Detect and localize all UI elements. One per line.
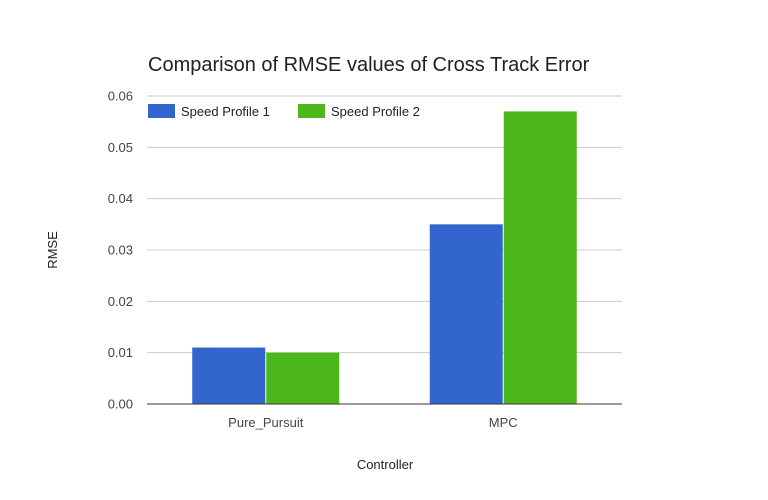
y-tick-label: 0.01 bbox=[108, 345, 133, 360]
x-axis-ticks: Pure_Pursuit MPC bbox=[228, 415, 518, 430]
x-tick-label: MPC bbox=[489, 415, 518, 430]
y-axis-ticks: 0.00 0.01 0.02 0.03 0.04 0.05 0.06 bbox=[108, 89, 133, 412]
y-tick-label: 0.02 bbox=[108, 294, 133, 309]
legend-label: Speed Profile 1 bbox=[181, 104, 270, 119]
y-tick-label: 0.06 bbox=[108, 89, 133, 104]
legend-label: Speed Profile 2 bbox=[331, 104, 420, 119]
x-tick-label: Pure_Pursuit bbox=[228, 415, 304, 430]
bar-pure-pursuit-series-2 bbox=[266, 352, 340, 404]
bar-mpc-series-2 bbox=[503, 111, 577, 405]
legend-swatch bbox=[298, 104, 325, 118]
y-axis-title: RMSE bbox=[45, 231, 60, 269]
y-tick-label: 0.04 bbox=[108, 191, 133, 206]
legend: Speed Profile 1 Speed Profile 2 bbox=[148, 104, 420, 119]
y-tick-label: 0.05 bbox=[108, 140, 133, 155]
y-tick-label: 0.00 bbox=[108, 397, 133, 412]
y-tick-label: 0.03 bbox=[108, 243, 133, 258]
chart-title: Comparison of RMSE values of Cross Track… bbox=[148, 54, 590, 76]
x-axis-title: Controller bbox=[357, 457, 414, 472]
legend-swatch bbox=[148, 104, 175, 118]
bar-pure-pursuit-series-1 bbox=[192, 347, 266, 404]
bar-mpc-series-1 bbox=[429, 224, 503, 404]
bars bbox=[192, 111, 577, 405]
